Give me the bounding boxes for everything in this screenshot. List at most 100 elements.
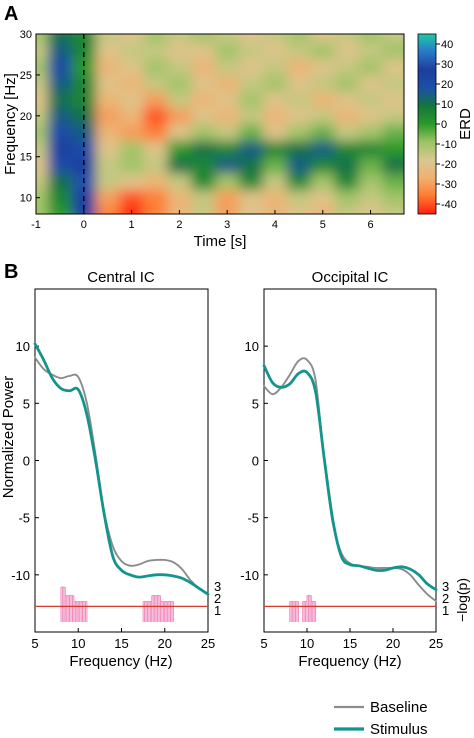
heatmap-cell: [263, 156, 288, 174]
central-ic-baseline-line: [34, 356, 209, 596]
central-ic-significance-bar: [69, 595, 75, 622]
heatmap-cell: [310, 34, 336, 43]
central-ic-significance-bar: [142, 601, 148, 622]
heatmap-cell: [263, 42, 288, 60]
central-ic-x-axis-label: Frequency (Hz): [69, 653, 172, 670]
heatmap-cell: [286, 173, 312, 190]
central-ic-significance-bar: [164, 601, 170, 622]
heatmap-cell: [47, 140, 73, 158]
heatmap-cell: [310, 91, 336, 109]
heatmap-cell: [286, 189, 312, 207]
panel-label-a: A: [4, 3, 18, 25]
occipital-ic-stimulus-line: [262, 364, 438, 592]
heatmap-cell: [191, 173, 216, 190]
heatmap-x-tick-label: 6: [367, 219, 373, 231]
heatmap-cell: [36, 58, 49, 76]
heatmap-cell: [263, 91, 288, 109]
heatmap-cell: [239, 107, 264, 125]
heatmap-cell: [310, 156, 336, 174]
heatmap-cell: [143, 42, 168, 60]
heatmap-cell: [263, 124, 288, 141]
heatmap-cell: [119, 205, 145, 214]
heatmap-cell: [358, 173, 383, 190]
central-ic-x-tick-label: 20: [158, 636, 172, 651]
heatmap-cell: [286, 58, 312, 76]
heatmap-x-axis-label: Time [s]: [194, 233, 247, 250]
heatmap-x-tick-label: 0: [81, 219, 87, 231]
heatmap-cell: [358, 205, 383, 214]
heatmap-frame: [35, 33, 405, 215]
heatmap-cell: [215, 34, 240, 43]
heatmap-cell: [263, 34, 288, 43]
heatmap-x-tick-label: -1: [31, 219, 41, 231]
heatmap-cell: [239, 140, 264, 158]
heatmap-cell: [334, 173, 360, 190]
occipital-ic-title: Occipital IC: [312, 269, 389, 286]
heatmap-cell: [263, 107, 288, 125]
heatmap-cell: [95, 140, 121, 158]
heatmap-cell: [215, 42, 240, 60]
heatmap-cell: [215, 58, 240, 76]
heatmap-cell: [286, 91, 312, 109]
heatmap-cell: [167, 124, 192, 141]
heatmap-x-tick-label: 4: [272, 219, 278, 231]
heatmap-cell: [167, 140, 192, 158]
heatmap-cell: [263, 205, 288, 214]
heatmap-cell: [382, 205, 404, 214]
heatmap-cell: [310, 107, 336, 125]
heatmap-y-tick-label: 10: [20, 193, 32, 205]
heatmap-cell: [191, 74, 216, 92]
heatmap-cell: [382, 42, 404, 60]
heatmap-cell: [36, 140, 49, 158]
heatmap-cell: [95, 34, 121, 43]
colorbar-tick-label: 10: [441, 99, 453, 111]
colorbar-tick-label: -10: [441, 139, 457, 151]
heatmap-cell: [143, 140, 168, 158]
heatmap-cell: [47, 173, 73, 190]
central-ic-significance-bar: [60, 586, 66, 622]
heatmap-cell: [239, 34, 264, 43]
heatmap-cell: [286, 205, 312, 214]
colorbar-tick-label: 30: [441, 59, 453, 71]
heatmap-cell: [47, 107, 73, 125]
central-ic-y-tick-label: 0: [23, 454, 30, 469]
heatmap-cell: [310, 205, 336, 214]
heatmap-cell: [358, 107, 383, 125]
central-ic-significance-bar: [64, 595, 71, 622]
heatmap-cell: [263, 173, 288, 190]
heatmap-cell: [167, 189, 192, 207]
heatmap-cell: [382, 74, 404, 92]
heatmap-cell: [382, 156, 404, 174]
legend: Baseline Stimulus: [334, 699, 428, 738]
heatmap-cell: [36, 91, 49, 109]
central-ic-significance-bar: [77, 601, 84, 622]
heatmap-cell: [143, 91, 168, 109]
heatmap-cell: [358, 42, 383, 60]
heatmap-cell: [191, 58, 216, 76]
heatmap-y-axis-label: Frequency [Hz]: [2, 73, 19, 175]
heatmap-cell: [263, 189, 288, 207]
heatmap-cell: [286, 107, 312, 125]
heatmap-cell: [239, 42, 264, 60]
heatmap-cell: [215, 107, 240, 125]
heatmap-cell: [47, 34, 73, 43]
heatmap-y-tick-label: 25: [20, 70, 32, 82]
heatmap-cell: [47, 91, 73, 109]
heatmap-cell: [71, 156, 97, 174]
heatmap-cell: [95, 58, 121, 76]
heatmap-cell: [119, 156, 145, 174]
heatmap-cell: [215, 91, 240, 109]
heatmap-cell: [191, 42, 216, 60]
heatmap-cell: [334, 189, 360, 207]
central-ic-y-tick-label: -5: [18, 511, 30, 526]
occipital-ic-y-tick-label: 10: [245, 339, 259, 354]
heatmap-cell: [143, 173, 168, 190]
heatmap-cell: [47, 124, 73, 141]
heatmap-cell: [191, 156, 216, 174]
heatmap-cell: [167, 58, 192, 76]
central-ic-x-tick-label: 25: [201, 636, 215, 651]
central-ic-x-tick-label: 15: [114, 636, 128, 651]
heatmap-cell: [47, 42, 73, 60]
heatmap-cell: [239, 173, 264, 190]
heatmap-cell: [95, 189, 121, 207]
